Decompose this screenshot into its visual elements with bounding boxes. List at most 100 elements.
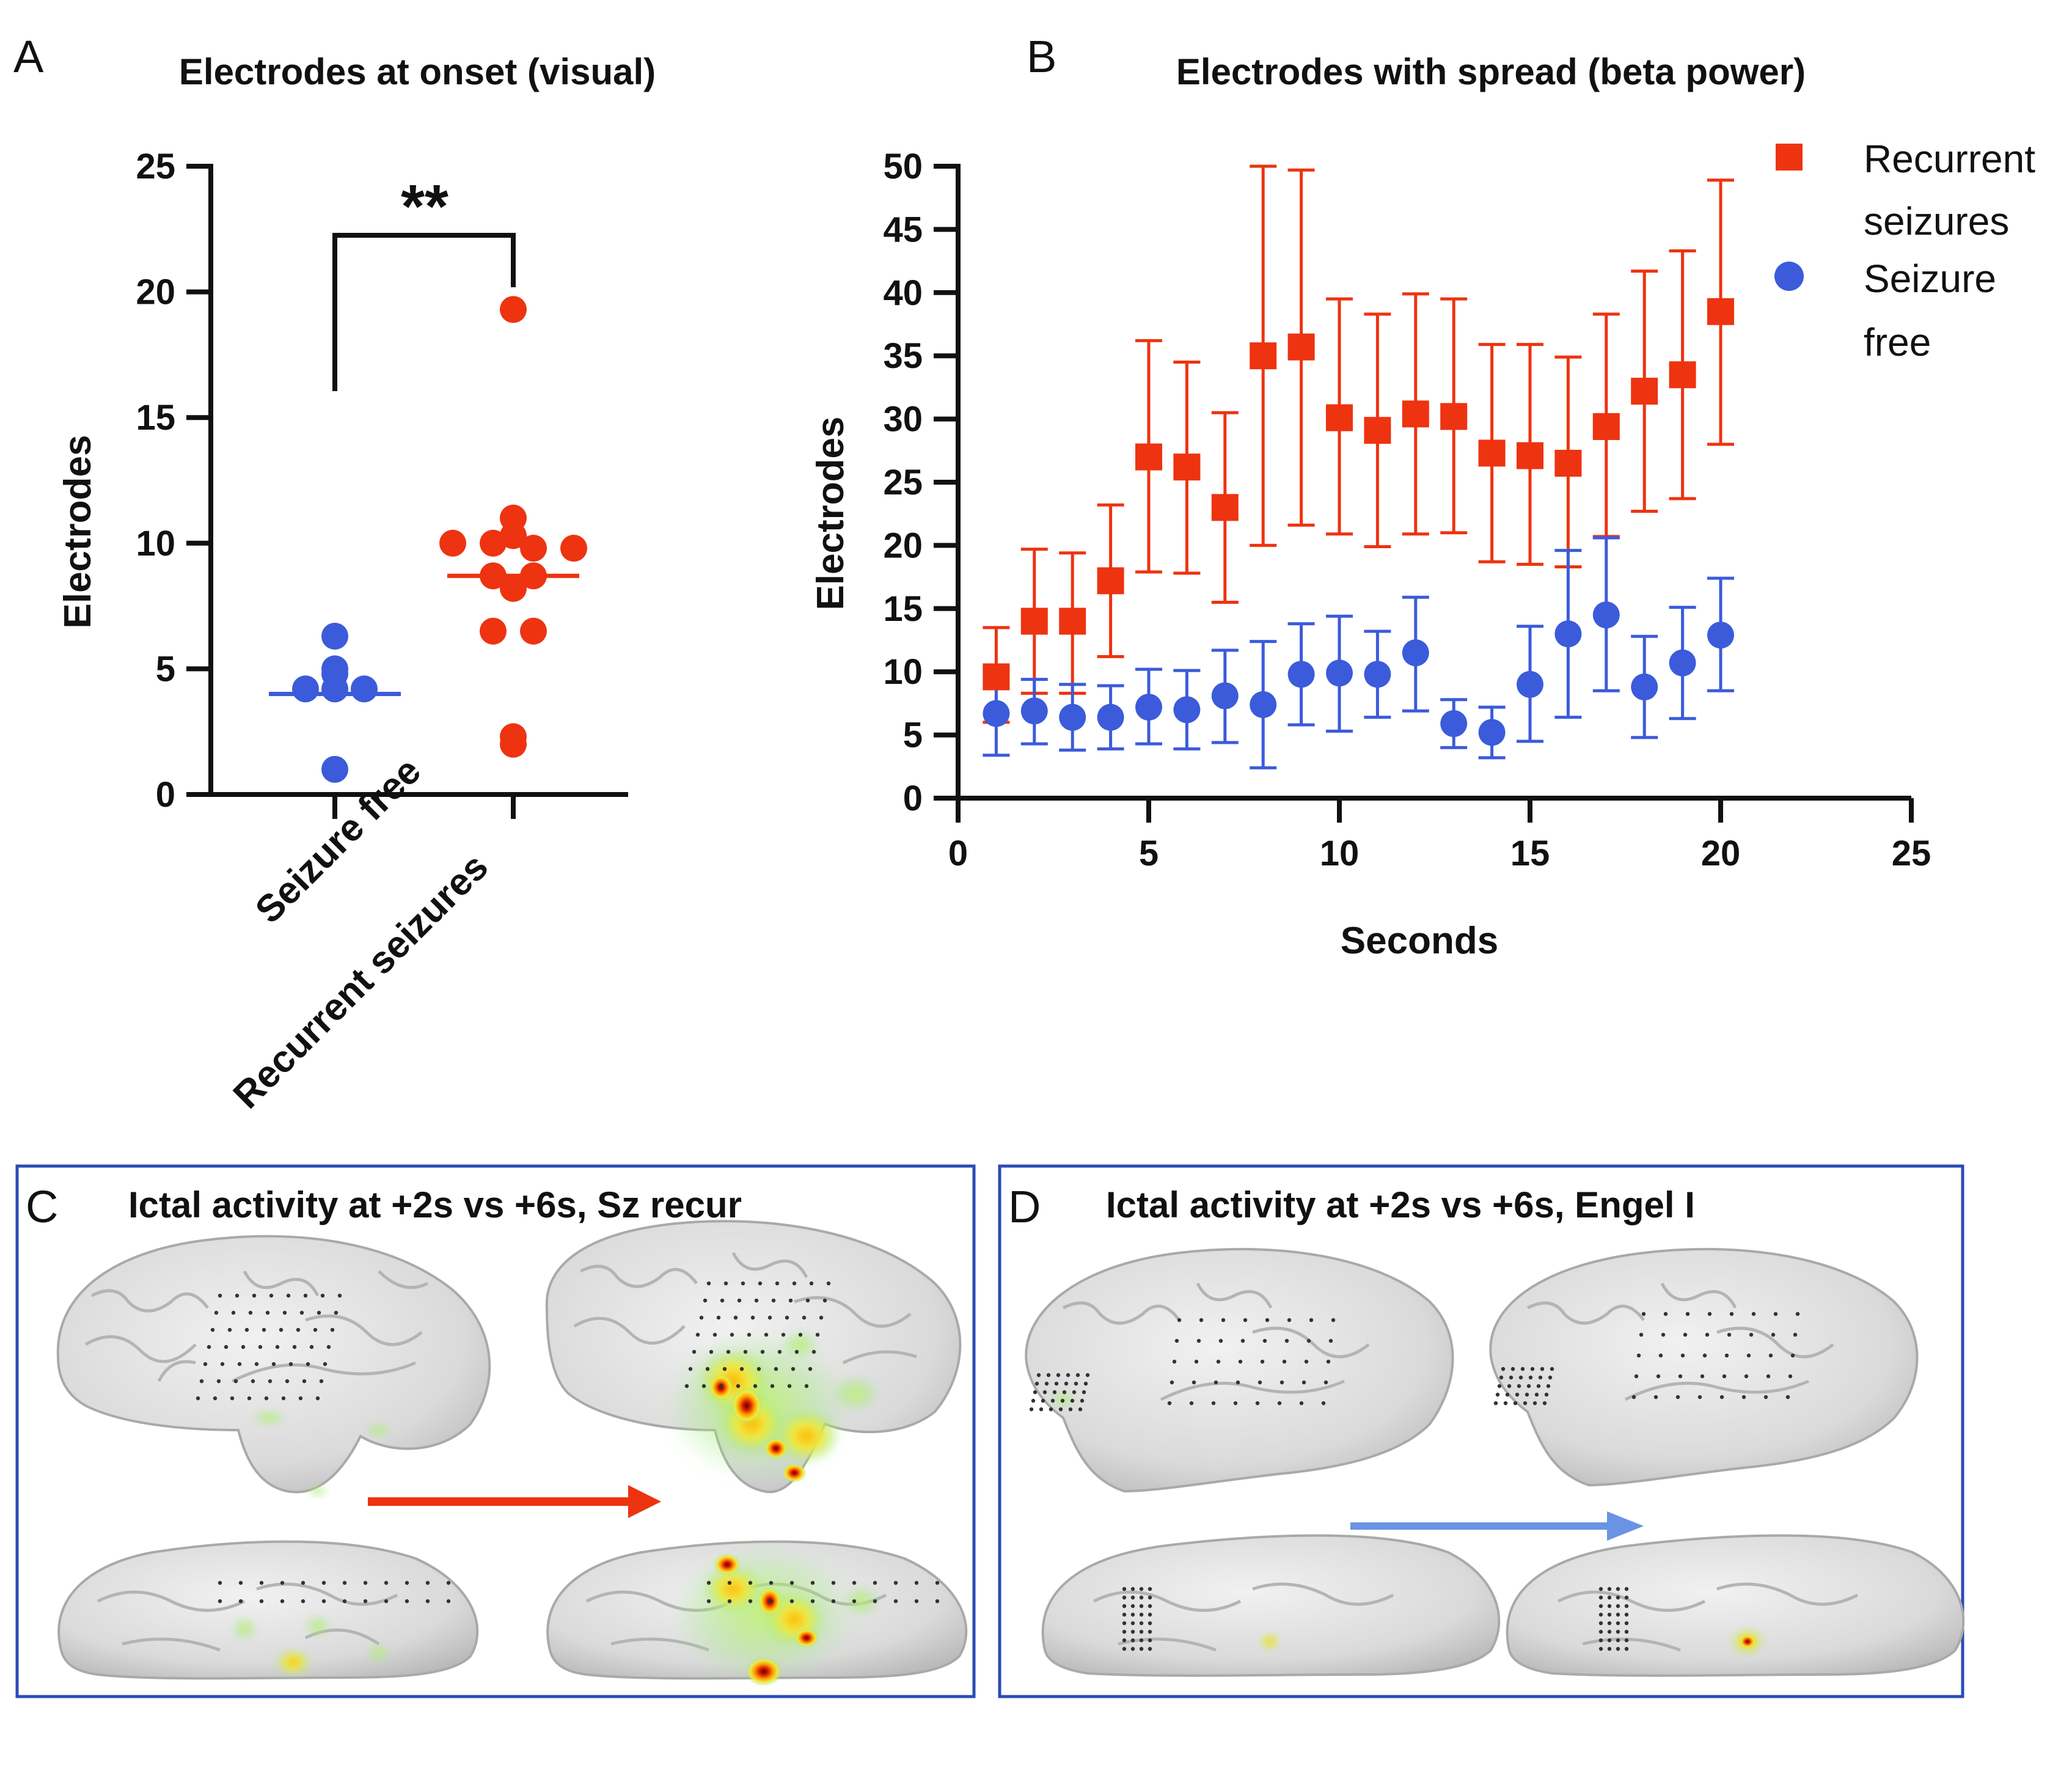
electrode-dot bbox=[334, 1310, 339, 1315]
electrode-dot bbox=[706, 1599, 711, 1604]
electrode-dot bbox=[1624, 1612, 1629, 1617]
electrode-dot bbox=[1054, 1381, 1059, 1386]
electrode-dot bbox=[1616, 1604, 1620, 1609]
electrode-dot bbox=[1172, 1359, 1177, 1364]
electrode-dot bbox=[727, 1599, 732, 1604]
electrode-dot bbox=[285, 1379, 290, 1384]
electrode-dot bbox=[238, 1580, 243, 1585]
electrode-dot bbox=[1068, 1407, 1073, 1412]
panel-a-y-tick-label: 25 bbox=[136, 147, 175, 186]
electrode-dot bbox=[301, 1599, 306, 1604]
electrode-dot bbox=[1060, 1398, 1065, 1403]
data-point-circle bbox=[1554, 620, 1582, 648]
series-recurrent-seizures bbox=[983, 164, 1734, 724]
data-point-circle bbox=[1211, 682, 1239, 710]
electrode-dot bbox=[1624, 1587, 1629, 1591]
electrode-dot bbox=[1238, 1359, 1243, 1364]
electrode-dot bbox=[1751, 1312, 1756, 1316]
electrode-dot bbox=[1624, 1646, 1629, 1651]
electrode-dot bbox=[1656, 1374, 1661, 1379]
electrode-dot bbox=[1130, 1595, 1135, 1600]
data-point-circle bbox=[1250, 691, 1277, 718]
electrode-dot bbox=[733, 1315, 738, 1320]
electrode-dot bbox=[1326, 1359, 1331, 1364]
electrode-dot bbox=[1075, 1373, 1080, 1378]
electrode-dot bbox=[798, 1332, 803, 1337]
electrode-dot bbox=[748, 1599, 753, 1604]
electrode-dot bbox=[1255, 1401, 1260, 1406]
data-point-square bbox=[1326, 404, 1353, 431]
electrode-dot bbox=[196, 1396, 200, 1401]
electrode-dot bbox=[723, 1281, 728, 1286]
electrode-dot bbox=[1749, 1332, 1754, 1337]
electrode-dot bbox=[1130, 1587, 1135, 1591]
electrode-dot bbox=[1607, 1612, 1612, 1617]
panel-b-x-tick-label: 5 bbox=[1139, 834, 1159, 873]
electrode-strip-d6 bbox=[1631, 1312, 1800, 1400]
panel-a-point bbox=[292, 675, 319, 703]
panel-b-y-axis-title: Electrodes bbox=[810, 416, 852, 610]
electrode-dot bbox=[756, 1367, 761, 1371]
electrode-dot bbox=[1624, 1604, 1629, 1609]
electrode-dot bbox=[1148, 1604, 1152, 1609]
legend-label-seizure-free-line1: Seizure bbox=[1864, 257, 1996, 301]
brain-lateral-2s bbox=[56, 1235, 491, 1497]
data-point-circle bbox=[1173, 696, 1201, 724]
electrode-dot bbox=[1031, 1398, 1036, 1403]
electrode-dot bbox=[1520, 1367, 1525, 1371]
electrode-dot bbox=[302, 1379, 307, 1384]
electrode-dot bbox=[1530, 1367, 1535, 1371]
electrode-dot bbox=[1598, 1595, 1603, 1600]
electrode-dot bbox=[1309, 1318, 1314, 1323]
electrode-dot bbox=[1177, 1318, 1182, 1323]
electrode-dot bbox=[1214, 1380, 1218, 1385]
electrode-dot bbox=[342, 1599, 347, 1604]
electrode-dot bbox=[1607, 1629, 1612, 1634]
electrode-dot bbox=[1041, 1398, 1045, 1403]
electrode-dot bbox=[701, 1384, 706, 1389]
electrode-strip-d5 bbox=[1167, 1318, 1336, 1406]
electrode-dot bbox=[753, 1384, 758, 1389]
data-point-circle bbox=[983, 700, 1010, 727]
electrode-dot bbox=[767, 1315, 772, 1320]
electrode-dot bbox=[248, 1310, 253, 1315]
electrode-dot bbox=[699, 1315, 704, 1320]
electrode-dot bbox=[292, 1345, 297, 1349]
electrode-dot bbox=[1139, 1604, 1144, 1609]
electrode-dot bbox=[706, 1281, 711, 1286]
electrode-dot bbox=[1284, 1338, 1289, 1343]
electrode-dot bbox=[873, 1599, 877, 1604]
electrode-dot bbox=[1301, 1380, 1306, 1385]
electrode-dot bbox=[727, 1580, 732, 1585]
electrode-dot bbox=[789, 1580, 794, 1585]
brain-lateral-6s bbox=[545, 1220, 962, 1494]
electrode-dot bbox=[1122, 1629, 1127, 1634]
electrode-dot bbox=[1279, 1380, 1284, 1385]
electrode-dot bbox=[315, 1396, 320, 1401]
data-point-circle bbox=[1135, 694, 1162, 721]
electrode-dot bbox=[709, 1349, 714, 1354]
electrode-dot bbox=[288, 1362, 293, 1367]
electrode-dot bbox=[1066, 1373, 1071, 1378]
electrode-dot bbox=[750, 1315, 755, 1320]
electrode-dot bbox=[216, 1379, 221, 1384]
electrode-dot bbox=[1304, 1359, 1309, 1364]
panel-a-y-tick-label: 10 bbox=[136, 524, 175, 563]
panel-b-x-tick-label: 25 bbox=[1892, 834, 1931, 873]
electrode-dot bbox=[802, 1315, 807, 1320]
electrode-dot bbox=[1697, 1395, 1702, 1400]
electrode-dot bbox=[810, 1580, 815, 1585]
electrode-dot bbox=[247, 1396, 252, 1401]
electrode-dot bbox=[815, 1332, 820, 1337]
electrode-dot bbox=[736, 1384, 741, 1389]
data-point-circle bbox=[1097, 703, 1124, 731]
electrode-grid-d4 bbox=[1598, 1587, 1629, 1651]
electrode-dot bbox=[1658, 1353, 1663, 1358]
legend: Recurrent seizures Seizure free bbox=[1774, 137, 2035, 364]
data-point-square bbox=[1059, 607, 1086, 635]
electrode-dot bbox=[1139, 1587, 1144, 1591]
electrode-dot bbox=[1705, 1332, 1710, 1337]
electrode-dot bbox=[1678, 1374, 1683, 1379]
electrode-dot bbox=[1082, 1390, 1086, 1395]
electrode-dot bbox=[826, 1281, 831, 1286]
